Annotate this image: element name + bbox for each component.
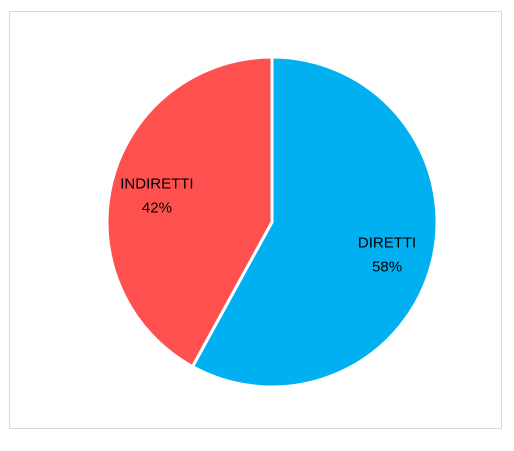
data-label-category: DIRETTI <box>358 235 416 252</box>
data-label-percent: 58% <box>372 259 402 276</box>
pie-chart: DIRETTI 58% INDIRETTI 42% <box>105 55 439 389</box>
chart-area: DIRETTI 58% INDIRETTI 42% <box>9 11 502 429</box>
data-label-percent: 42% <box>142 199 172 216</box>
data-label-indiretti: INDIRETTI 42% <box>120 175 193 216</box>
data-label-diretti: DIRETTI 58% <box>358 235 416 276</box>
pie-slice-indiretti <box>105 55 274 369</box>
data-label-category: INDIRETTI <box>120 175 193 192</box>
pie-slice-diretti <box>190 55 439 389</box>
